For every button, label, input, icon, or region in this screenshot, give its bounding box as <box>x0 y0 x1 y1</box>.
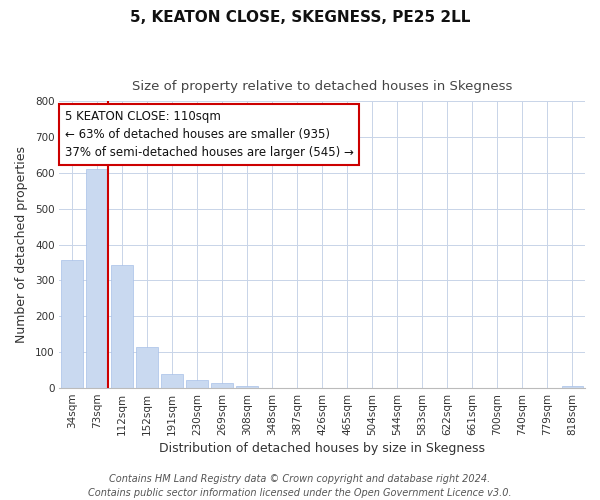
Bar <box>211 383 233 388</box>
Bar <box>136 347 158 388</box>
Title: Size of property relative to detached houses in Skegness: Size of property relative to detached ho… <box>132 80 512 93</box>
Text: Contains HM Land Registry data © Crown copyright and database right 2024.
Contai: Contains HM Land Registry data © Crown c… <box>88 474 512 498</box>
Bar <box>86 168 107 388</box>
X-axis label: Distribution of detached houses by size in Skegness: Distribution of detached houses by size … <box>159 442 485 455</box>
Y-axis label: Number of detached properties: Number of detached properties <box>15 146 28 343</box>
Bar <box>161 374 182 388</box>
Text: 5 KEATON CLOSE: 110sqm
← 63% of detached houses are smaller (935)
37% of semi-de: 5 KEATON CLOSE: 110sqm ← 63% of detached… <box>65 110 353 158</box>
Bar <box>112 265 133 388</box>
Bar <box>562 386 583 388</box>
Text: 5, KEATON CLOSE, SKEGNESS, PE25 2LL: 5, KEATON CLOSE, SKEGNESS, PE25 2LL <box>130 10 470 25</box>
Bar <box>61 260 83 388</box>
Bar <box>236 386 258 388</box>
Bar <box>187 380 208 388</box>
